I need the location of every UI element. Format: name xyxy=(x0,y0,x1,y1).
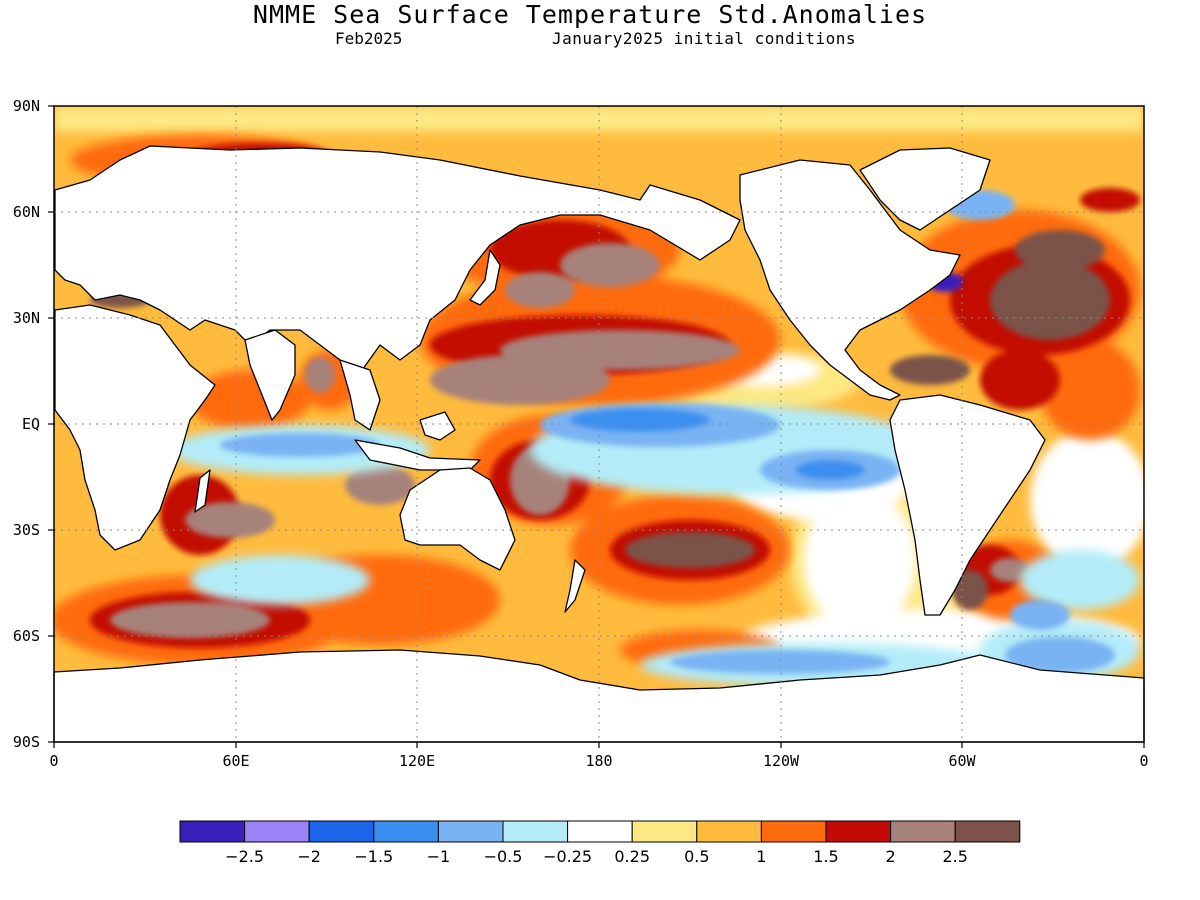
axis-ticks xyxy=(48,105,1145,748)
colorbar-label: −1 xyxy=(427,847,451,866)
colorbar-label: −2.5 xyxy=(225,847,264,866)
lat-label-eq: EQ xyxy=(22,415,40,433)
colorbar-label: −0.5 xyxy=(484,847,523,866)
colorbar-swatch xyxy=(954,820,1021,843)
target-month: Feb2025 xyxy=(335,29,403,48)
colorbar-label: 1 xyxy=(756,847,766,866)
colorbar-label: 2.5 xyxy=(942,847,967,866)
colorbar-swatch xyxy=(825,820,892,843)
colorbar-label: −0.25 xyxy=(543,847,592,866)
colorbar-label: 1.5 xyxy=(813,847,838,866)
colorbar-swatch xyxy=(502,820,569,843)
lat-label-30s: 30S xyxy=(13,521,40,539)
lon-label-0-left: 0 xyxy=(49,752,58,770)
colorbar-swatch xyxy=(760,820,827,843)
lon-label-180: 180 xyxy=(585,752,612,770)
lon-label-0-right: 0 xyxy=(1139,752,1148,770)
lon-label-60w: 60W xyxy=(948,752,976,770)
map-title: NMME Sea Surface Temperature Std.Anomali… xyxy=(252,0,928,29)
colorbar-label: 0.5 xyxy=(684,847,709,866)
lon-label-120e: 120E xyxy=(399,752,435,770)
colorbar-label: 0.25 xyxy=(614,847,650,866)
graticule xyxy=(54,106,1144,742)
lon-label-120w: 120W xyxy=(763,752,800,770)
lat-label-90n: 90N xyxy=(13,97,40,115)
colorbar-label: −2 xyxy=(297,847,321,866)
colorbar-swatch xyxy=(244,820,310,843)
landmasses xyxy=(53,145,1145,743)
colorbar-swatch xyxy=(308,820,375,843)
colorbar-swatch xyxy=(373,820,439,843)
colorbar-swatch xyxy=(567,820,633,843)
lat-label-60n: 60N xyxy=(13,203,40,221)
lat-label-60s: 60S xyxy=(13,627,40,645)
lat-label-90s: 90S xyxy=(13,733,40,751)
colorbar-swatch xyxy=(696,820,762,843)
colorbar-swatch xyxy=(437,820,504,843)
colorbar-label: 2 xyxy=(886,847,896,866)
colorbar-swatch xyxy=(890,820,956,843)
colorbar-swatch xyxy=(631,820,698,843)
colorbar-label: −1.5 xyxy=(354,847,393,866)
initial-conditions: January2025 initial conditions xyxy=(552,29,856,48)
colorbar: −2.5 −2 −1.5 −1 −0.5 −0.25 0.25 0.5 1 1.5 2 2.5 xyxy=(179,820,1021,866)
lat-label-30n: 30N xyxy=(13,309,40,327)
lon-label-60e: 60E xyxy=(222,752,249,770)
colorbar-swatch xyxy=(179,820,246,843)
